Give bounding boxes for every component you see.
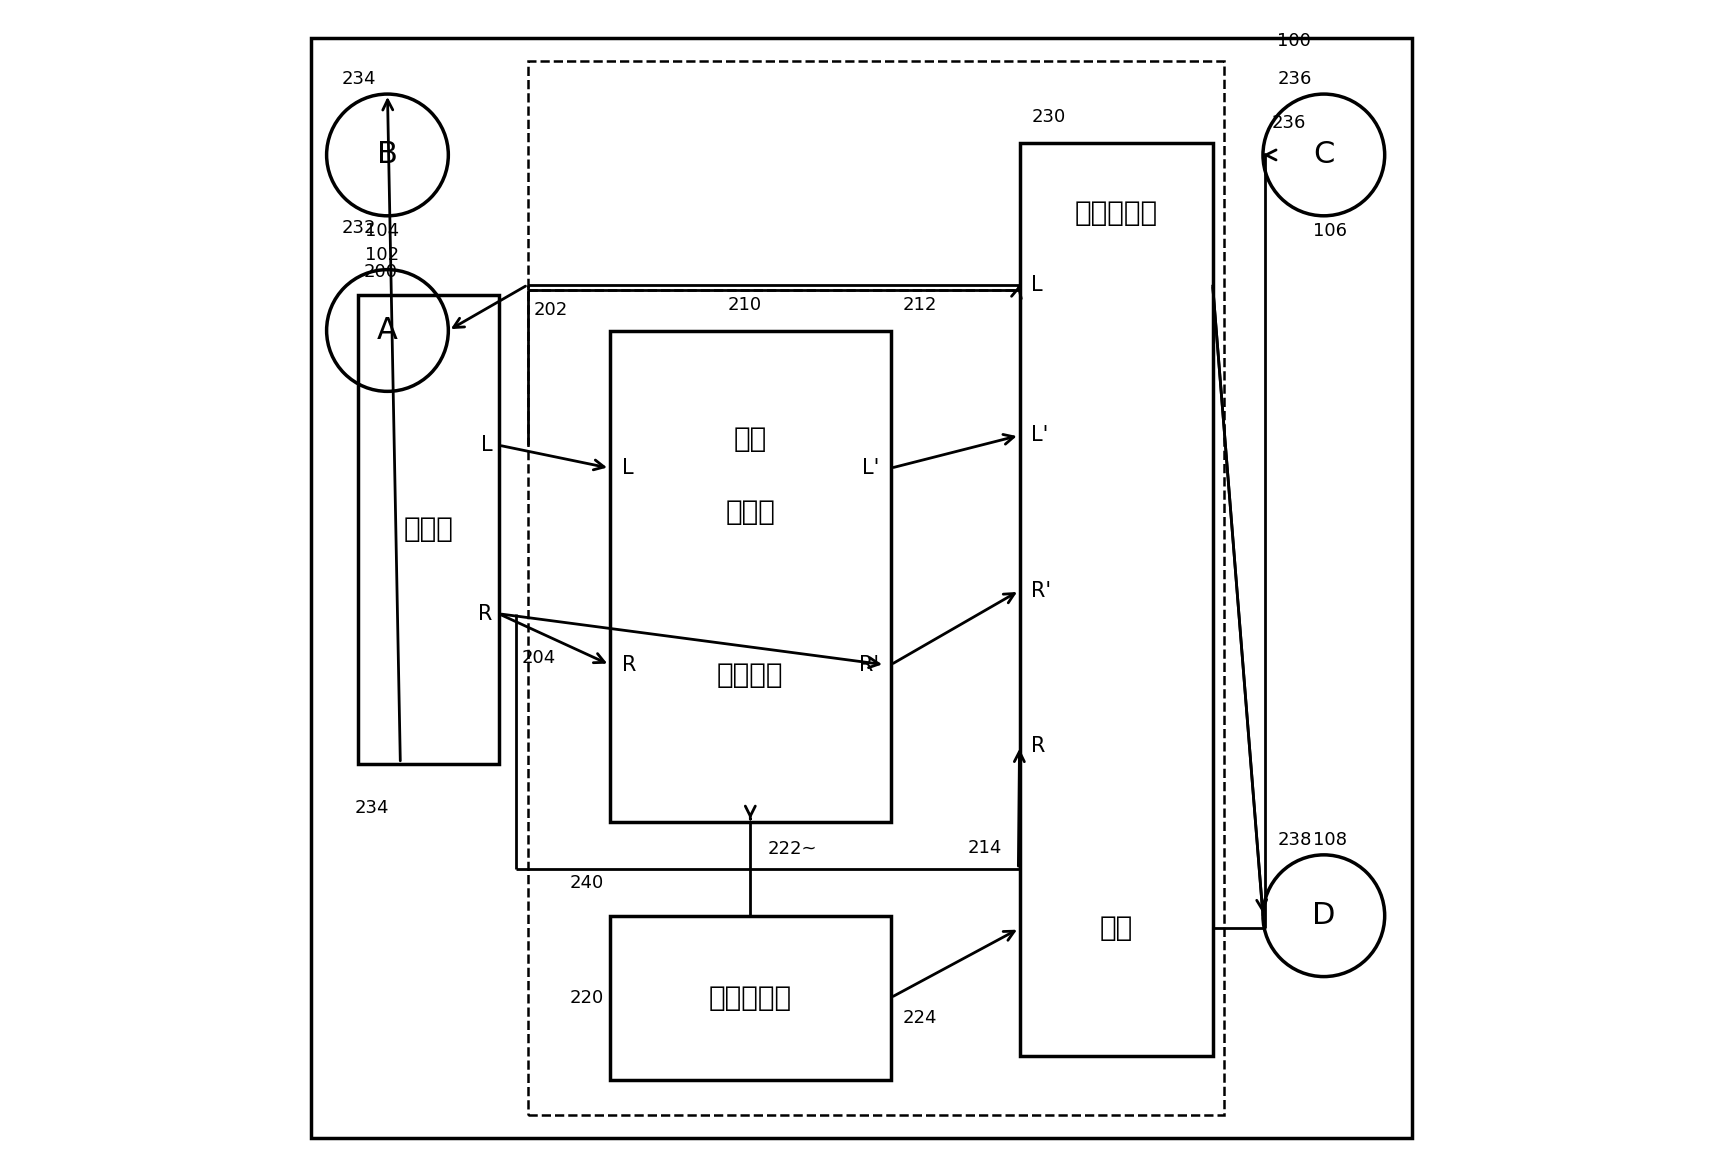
Text: L: L [622,459,632,479]
Text: 220: 220 [570,989,605,1007]
Text: 100: 100 [1277,32,1311,51]
Text: A: A [377,316,398,345]
Text: R: R [622,655,636,675]
Text: L': L' [862,459,879,479]
Bar [358,295,498,763]
Text: 204: 204 [522,649,557,667]
Text: 230: 230 [1030,108,1065,127]
Text: 236: 236 [1272,114,1306,132]
Text: 232: 232 [341,219,376,236]
Bar [610,330,891,822]
Text: 104: 104 [365,221,398,240]
Text: 低通: 低通 [734,425,767,453]
Text: 滤波器: 滤波器 [725,499,775,527]
Text: D: D [1313,901,1335,930]
Text: 108: 108 [1313,831,1347,849]
Text: L': L' [1030,426,1049,446]
Text: R': R' [1030,581,1051,601]
Bar [1020,143,1213,1056]
Text: 102: 102 [365,246,398,263]
Text: 方位传感器: 方位传感器 [708,983,793,1011]
Text: 238: 238 [1278,831,1313,849]
Text: 音频路由器: 音频路由器 [1075,200,1158,227]
Text: R: R [479,603,493,623]
Text: L: L [1030,275,1042,295]
Text: 200: 200 [364,263,398,281]
Text: 214: 214 [968,840,1003,857]
Text: 234: 234 [355,799,389,816]
Text: 202: 202 [534,301,569,319]
Text: 240: 240 [570,874,605,893]
Text: 选择: 选择 [1099,915,1132,942]
Text: R: R [1030,736,1046,756]
Bar [527,61,1225,1115]
Text: 210: 210 [727,295,762,314]
Text: 音频源: 音频源 [403,515,453,543]
Text: 212: 212 [903,295,937,314]
Text: R': R' [860,655,879,675]
Text: 236: 236 [1278,71,1313,88]
Text: 106: 106 [1313,221,1347,240]
Text: 222~: 222~ [768,840,817,857]
Bar [610,916,891,1080]
Text: C: C [1313,140,1335,169]
Text: B: B [377,140,398,169]
Text: 224: 224 [903,1009,937,1028]
Text: L: L [481,435,493,455]
Text: 截止频率: 截止频率 [717,661,784,689]
Text: 234: 234 [341,71,376,88]
